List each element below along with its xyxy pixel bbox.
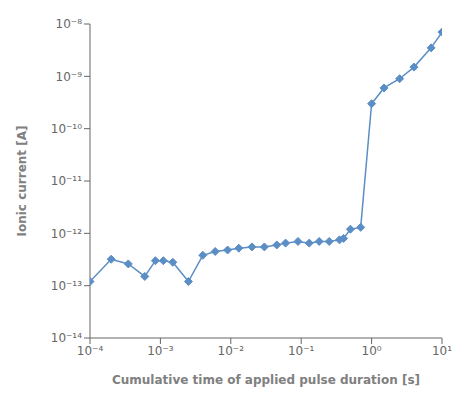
- svg-text:Ionic current [A]: Ionic current [A]: [15, 126, 29, 237]
- svg-text:10⁻³: 10⁻³: [147, 344, 174, 358]
- svg-text:10⁻¹²: 10⁻¹²: [51, 227, 82, 241]
- svg-text:10⁻¹¹: 10⁻¹¹: [51, 174, 82, 188]
- svg-text:10⁻¹⁴: 10⁻¹⁴: [51, 331, 82, 345]
- svg-text:10¹: 10¹: [432, 344, 452, 358]
- svg-text:Cumulative time of applied pul: Cumulative time of applied pulse duratio…: [112, 373, 420, 387]
- svg-text:10⁻⁹: 10⁻⁹: [56, 70, 83, 84]
- svg-text:10⁻¹³: 10⁻¹³: [51, 279, 82, 293]
- svg-text:10⁻⁴: 10⁻⁴: [77, 344, 104, 358]
- svg-text:10⁻¹⁰: 10⁻¹⁰: [51, 122, 82, 136]
- svg-text:10⁻²: 10⁻²: [218, 344, 245, 358]
- svg-text:10⁻⁸: 10⁻⁸: [56, 17, 83, 31]
- svg-text:10⁻¹: 10⁻¹: [288, 344, 315, 358]
- svg-text:10⁰: 10⁰: [362, 344, 382, 358]
